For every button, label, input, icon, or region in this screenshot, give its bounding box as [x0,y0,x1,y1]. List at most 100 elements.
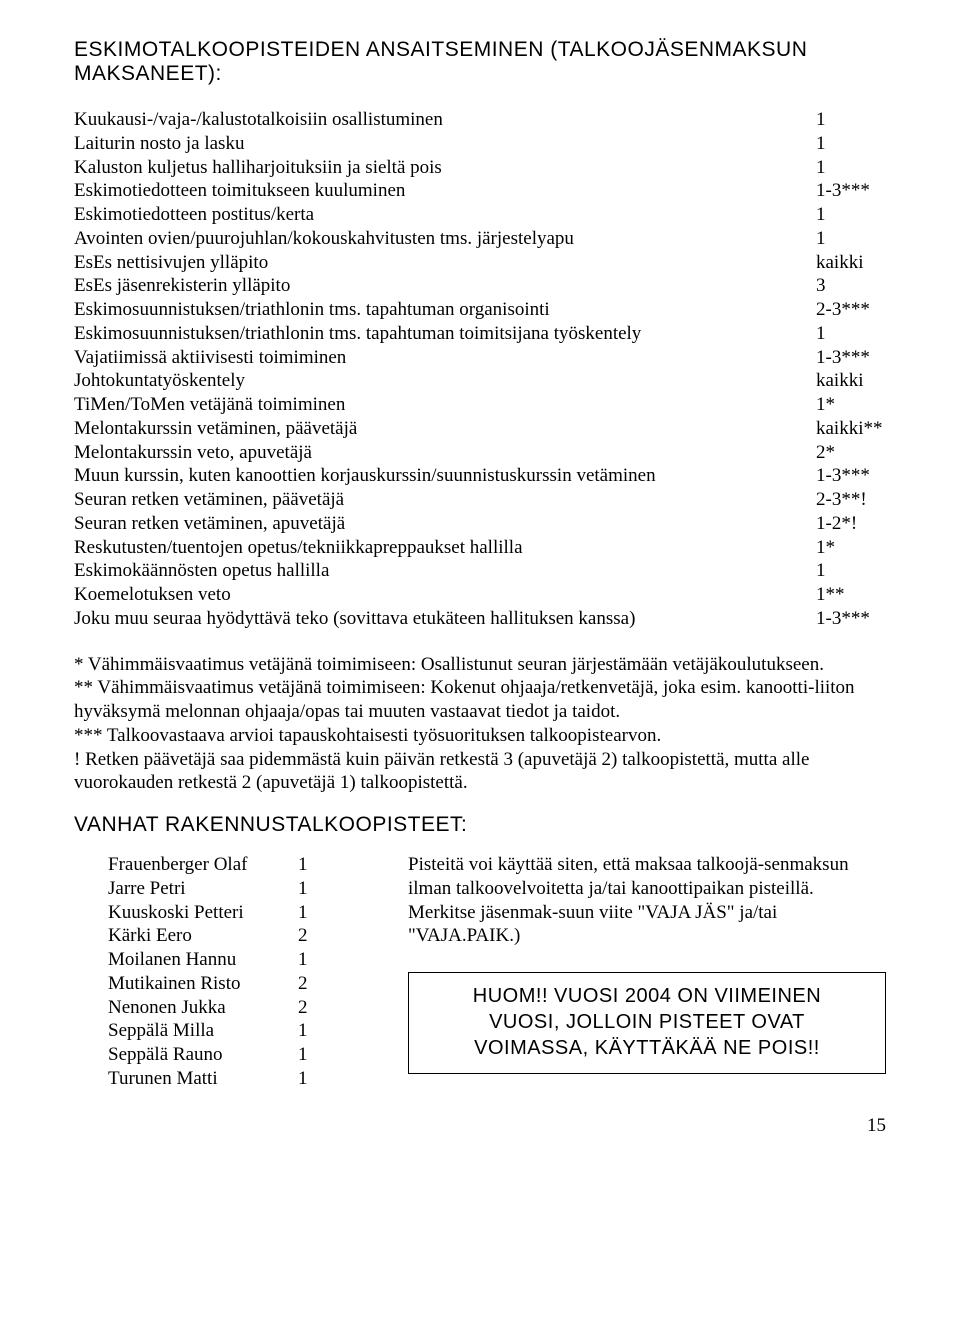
table-row: Eskimosuunnistuksen/triathlonin tms. tap… [74,322,886,346]
notice-line-3: VOIMASSA, KÄYTTÄKÄÄ NE POIS!! [427,1035,867,1061]
notice-line-1: HUOM!! VUOSI 2004 ON VIIMEINEN [427,983,867,1009]
table-row: Avointen ovien/puurojuhlan/kokouskahvitu… [74,227,886,251]
person-name: Mutikainen Risto [108,972,298,996]
person-points: 1 [298,1043,318,1067]
sub-heading: VANHAT RAKENNUSTALKOOPISTEET: [74,813,886,837]
row-label: Muun kurssin, kuten kanoottien korjausku… [74,464,816,488]
row-value: 1-3*** [816,464,886,488]
table-row: EsEs nettisivujen ylläpitokaikki [74,251,886,275]
table-row: Laiturin nosto ja lasku1 [74,132,886,156]
row-label: Melontakurssin veto, apuvetäjä [74,441,816,465]
person-points: 1 [298,853,318,877]
table-row: Reskutusten/tuentojen opetus/tekniikkapr… [74,536,886,560]
row-value: kaikki [816,251,886,275]
person-name: Moilanen Hannu [108,948,298,972]
row-label: Avointen ovien/puurojuhlan/kokouskahvitu… [74,227,816,251]
person-points: 2 [298,924,318,948]
two-column-section: Frauenberger Olaf1Jarre Petri1Kuuskoski … [74,853,886,1091]
row-value: 1 [816,108,886,132]
list-item: Mutikainen Risto2 [108,972,318,996]
person-name: Seppälä Rauno [108,1043,298,1067]
list-item: Turunen Matti1 [108,1067,318,1091]
list-item: Nenonen Jukka2 [108,996,318,1020]
page-number: 15 [74,1115,886,1137]
row-value: 1 [816,156,886,180]
person-points: 1 [298,1019,318,1043]
row-value: 2* [816,441,886,465]
notice-line-2: VUOSI, JOLLOIN PISTEET OVAT [427,1009,867,1035]
table-row: Melontakurssin veto, apuvetäjä2* [74,441,886,465]
table-row: Eskimosuunnistuksen/triathlonin tms. tap… [74,298,886,322]
notice-box: HUOM!! VUOSI 2004 ON VIIMEINEN VUOSI, JO… [408,972,886,1074]
names-column: Frauenberger Olaf1Jarre Petri1Kuuskoski … [74,853,318,1091]
row-value: 1-3*** [816,346,886,370]
main-heading: ESKIMOTALKOOPISTEIDEN ANSAITSEMINEN (TAL… [74,38,886,86]
list-item: Kärki Eero2 [108,924,318,948]
table-row: Koemelotuksen veto1** [74,583,886,607]
note-2: ** Vähimmäisvaatimus vetäjänä toimimisee… [74,676,886,724]
row-value: 1* [816,393,886,417]
document-page: ESKIMOTALKOOPISTEIDEN ANSAITSEMINEN (TAL… [0,0,960,1177]
table-row: Joku muu seuraa hyödyttävä teko (sovitta… [74,607,886,631]
row-value: 3 [816,274,886,298]
row-value: 1-3*** [816,179,886,203]
table-row: Eskimotiedotteen toimitukseen kuuluminen… [74,179,886,203]
table-row: Seuran retken vetäminen, apuvetäjä1-2*! [74,512,886,536]
person-points: 2 [298,972,318,996]
row-label: Eskimotiedotteen toimitukseen kuuluminen [74,179,816,203]
table-row: EsEs jäsenrekisterin ylläpito3 [74,274,886,298]
list-item: Frauenberger Olaf1 [108,853,318,877]
person-name: Nenonen Jukka [108,996,298,1020]
row-value: 1 [816,203,886,227]
table-row: Kaluston kuljetus halliharjoituksiin ja … [74,156,886,180]
row-value: kaikki [816,369,886,393]
row-label: Eskimosuunnistuksen/triathlonin tms. tap… [74,322,816,346]
row-label: Vajatiimissä aktiivisesti toimiminen [74,346,816,370]
person-name: Kuuskoski Petteri [108,901,298,925]
row-label: Laiturin nosto ja lasku [74,132,816,156]
person-points: 1 [298,948,318,972]
list-item: Kuuskoski Petteri1 [108,901,318,925]
table-row: TiMen/ToMen vetäjänä toimiminen1* [74,393,886,417]
table-row: Vajatiimissä aktiivisesti toimiminen1-3*… [74,346,886,370]
row-label: Eskimotiedotteen postitus/kerta [74,203,816,227]
table-row: Eskimokäännösten opetus hallilla1 [74,559,886,583]
row-value: 1* [816,536,886,560]
person-name: Frauenberger Olaf [108,853,298,877]
row-label: Kaluston kuljetus halliharjoituksiin ja … [74,156,816,180]
person-name: Jarre Petri [108,877,298,901]
right-column-text: Pisteitä voi käyttää siten, että maksaa … [408,853,886,948]
row-label: Joku muu seuraa hyödyttävä teko (sovitta… [74,607,816,631]
list-item: Seppälä Milla1 [108,1019,318,1043]
row-label: Seuran retken vetäminen, apuvetäjä [74,512,816,536]
note-1: * Vähimmäisvaatimus vetäjänä toimimiseen… [74,653,886,677]
points-table: Kuukausi-/vaja-/kalustotalkoisiin osalli… [74,108,886,631]
note-3: *** Talkoovastaava arvioi tapauskohtaise… [74,724,886,748]
row-value: 2-3*** [816,298,886,322]
row-label: Eskimokäännösten opetus hallilla [74,559,816,583]
row-value: 1-3*** [816,607,886,631]
person-name: Seppälä Milla [108,1019,298,1043]
list-item: Jarre Petri1 [108,877,318,901]
row-value: 1 [816,322,886,346]
row-label: EsEs jäsenrekisterin ylläpito [74,274,816,298]
footnotes: * Vähimmäisvaatimus vetäjänä toimimiseen… [74,653,886,796]
table-row: Eskimotiedotteen postitus/kerta1 [74,203,886,227]
person-points: 1 [298,901,318,925]
person-points: 2 [298,996,318,1020]
person-points: 1 [298,877,318,901]
row-value: 1-2*! [816,512,886,536]
person-name: Turunen Matti [108,1067,298,1091]
row-label: Seuran retken vetäminen, päävetäjä [74,488,816,512]
row-label: EsEs nettisivujen ylläpito [74,251,816,275]
row-value: kaikki** [816,417,886,441]
row-label: Melontakurssin vetäminen, päävetäjä [74,417,816,441]
table-row: Melontakurssin vetäminen, päävetäjäkaikk… [74,417,886,441]
row-label: Johtokuntatyöskentely [74,369,816,393]
table-row: Johtokuntatyöskentelykaikki [74,369,886,393]
list-item: Moilanen Hannu1 [108,948,318,972]
table-row: Kuukausi-/vaja-/kalustotalkoisiin osalli… [74,108,886,132]
row-label: Eskimosuunnistuksen/triathlonin tms. tap… [74,298,816,322]
row-label: Koemelotuksen veto [74,583,816,607]
list-item: Seppälä Rauno1 [108,1043,318,1067]
